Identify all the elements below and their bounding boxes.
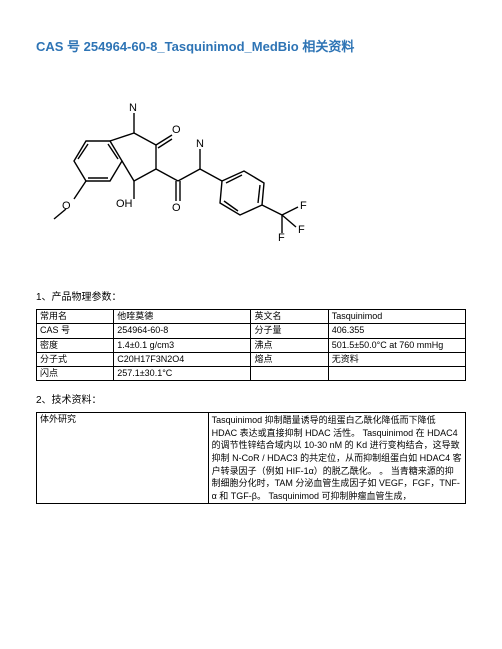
label-oh: OH (116, 198, 133, 210)
section1-label: 1、产品物理参数： (36, 288, 466, 303)
table-cell: 1.4±0.1 g/cm3 (114, 338, 251, 352)
table-cell: 501.5±50.0°C at 760 mmHg (328, 338, 465, 352)
page-title: CAS 号 254964-60-8_Tasquinimod_MedBio 相关资… (36, 36, 466, 55)
table-cell: 熔点 (251, 352, 328, 366)
table-cell: Tasquinimod (328, 310, 465, 324)
atom-n: N (129, 102, 137, 114)
table-cell: 分子量 (251, 324, 328, 338)
atom-o3: O (172, 202, 181, 214)
table-cell: 沸点 (251, 338, 328, 352)
t2-description: Tasquinimod 抑制醋量诱导的组蛋白乙酰化降低而下降低 HDAC 表达或… (208, 413, 465, 504)
section2-label: 2、技术资料： (36, 391, 466, 406)
atom-f3: F (278, 232, 285, 241)
atom-o: O (172, 124, 181, 136)
atom-o2: O (62, 200, 71, 212)
table-cell: 密度 (37, 338, 114, 352)
technical-data-table: 体外研究 Tasquinimod 抑制醋量诱导的组蛋白乙酰化降低而下降低 HDA… (36, 412, 466, 504)
atom-n2: N (196, 138, 204, 150)
table-cell: CAS 号 (37, 324, 114, 338)
atom-f2: F (298, 224, 305, 236)
table-cell: 406.355 (328, 324, 465, 338)
table-cell: 无资料 (328, 352, 465, 366)
table-cell: 他喹莫德 (114, 310, 251, 324)
table-cell (251, 367, 328, 381)
t2-label: 体外研究 (37, 413, 209, 504)
chemical-structure: O N OH O O N F F F (44, 81, 466, 244)
table-cell: 英文名 (251, 310, 328, 324)
table-cell: 闪点 (37, 367, 114, 381)
table-cell: C20H17F3N2O4 (114, 352, 251, 366)
table-cell: 254964-60-8 (114, 324, 251, 338)
table-cell: 分子式 (37, 352, 114, 366)
table-cell: 常用名 (37, 310, 114, 324)
table-cell (328, 367, 465, 381)
table-cell: 257.1±30.1°C (114, 367, 251, 381)
atom-f1: F (300, 200, 307, 212)
physical-params-table: 常用名他喹莫德英文名Tasquinimod CAS 号254964-60-8分子量… (36, 309, 466, 381)
